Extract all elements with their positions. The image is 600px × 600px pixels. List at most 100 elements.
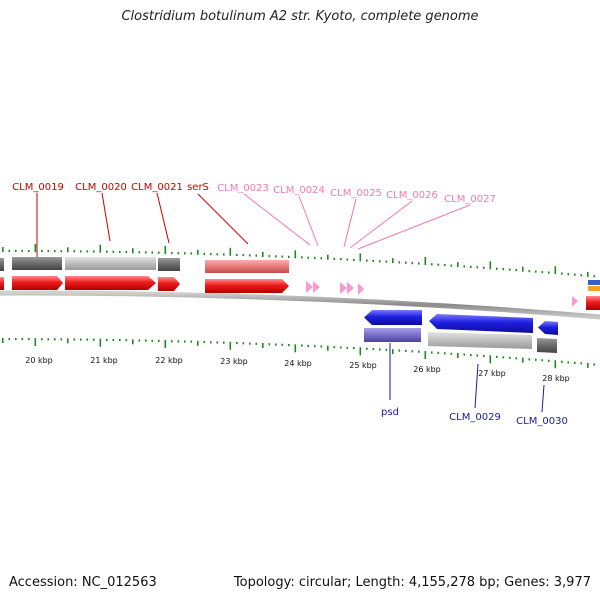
cds-arrow-clm-0019[interactable] xyxy=(12,276,63,290)
trna-arrow-clm-0023[interactable] xyxy=(306,281,313,293)
gene-bar-clm-0018[interactable] xyxy=(0,258,4,271)
trna-arrow-right[interactable] xyxy=(572,296,578,307)
trna-arrow-clm-0024[interactable] xyxy=(313,281,320,293)
gene-label-clm-0021[interactable]: CLM_0021 xyxy=(131,182,183,193)
gene-label-clm-0020[interactable]: CLM_0020 xyxy=(75,182,127,193)
top-tick-mark xyxy=(327,254,329,260)
bottom-tick-mark xyxy=(184,340,186,343)
bottom-tick-mark xyxy=(86,338,89,341)
leader-clm-0024 xyxy=(298,195,319,247)
bottom-tick-mark xyxy=(353,347,355,350)
top-tick-mark xyxy=(437,263,440,266)
trna-arrow-clm-0027[interactable] xyxy=(358,283,364,295)
trna-arrow-clm-0026[interactable] xyxy=(347,282,354,294)
cds-arrow-right-red[interactable] xyxy=(586,296,600,310)
gene-label-clm-0030[interactable]: CLM_0030 xyxy=(516,416,568,427)
bottom-tick-mark xyxy=(275,343,277,346)
gene-bar-clm-0019[interactable] xyxy=(12,257,62,270)
bottom-tick-mark xyxy=(515,357,518,360)
bottom-tick-mark xyxy=(125,339,128,342)
top-tick-mark xyxy=(561,272,563,275)
gene-bar-clm-0030[interactable] xyxy=(537,338,557,353)
top-tick-mark xyxy=(86,250,89,253)
bottom-tick-mark xyxy=(554,360,557,369)
top-tick-mark xyxy=(73,250,76,253)
gene-label-clm-0023[interactable]: CLM_0023 xyxy=(217,183,269,194)
top-tick-mark xyxy=(138,251,141,254)
bottom-tick-mark xyxy=(483,354,485,357)
gene-bar-right-blue[interactable] xyxy=(588,280,600,285)
top-tick-mark xyxy=(554,266,557,275)
top-tick-mark xyxy=(385,260,388,263)
bottom-tick-mark xyxy=(385,348,388,351)
gene-bar-clm-0029[interactable] xyxy=(428,332,532,349)
top-tick-mark xyxy=(424,257,427,265)
cds-arrow-sers[interactable] xyxy=(205,279,289,293)
bottom-tick-mark xyxy=(574,361,576,364)
gene-label-clm-0025[interactable]: CLM_0025 xyxy=(330,188,382,199)
gene-label-clm-0024[interactable]: CLM_0024 xyxy=(273,185,325,196)
gene-label-clm-0019[interactable]: CLM_0019 xyxy=(12,182,64,193)
gene-label-clm-0026[interactable]: CLM_0026 xyxy=(386,190,438,201)
bottom-tick-mark xyxy=(119,339,121,342)
leader-clm-0029 xyxy=(474,363,479,409)
cds-arrow-clm-0018[interactable] xyxy=(0,277,4,290)
bottom-tick-mark xyxy=(80,338,82,341)
top-tick-mark xyxy=(333,257,336,260)
top-tick-mark xyxy=(574,273,576,276)
bottom-tick-mark xyxy=(366,347,368,350)
top-tick-mark xyxy=(541,271,544,274)
gene-bar-right-orange[interactable] xyxy=(588,286,600,291)
top-tick-mark xyxy=(106,250,108,253)
bottom-tick-mark xyxy=(28,338,30,341)
top-tick-mark xyxy=(164,246,167,254)
gene-bar-sers[interactable] xyxy=(205,260,289,273)
top-tick-mark xyxy=(587,271,589,277)
bottom-tick-mark xyxy=(535,358,537,361)
bottom-tick-mark xyxy=(236,342,238,345)
kbp-label-27: 27 kbp xyxy=(478,369,506,378)
top-tick-mark xyxy=(236,253,238,256)
gene-bar-clm-0020[interactable] xyxy=(65,257,156,270)
bottom-tick-mark xyxy=(223,341,225,344)
bottom-tick-mark xyxy=(21,338,24,341)
bottom-tick-track xyxy=(2,338,596,369)
gene-bar-psd[interactable] xyxy=(364,328,421,342)
gene-label-clm-0027[interactable]: CLM_0027 xyxy=(444,194,496,205)
cds-arrow-clm-0021[interactable] xyxy=(158,277,180,291)
gene-label-sers[interactable]: serS xyxy=(187,182,209,193)
top-tick-mark xyxy=(216,253,219,256)
bottom-tick-mark xyxy=(41,338,43,341)
cds-arrow-clm-0030[interactable] xyxy=(538,321,558,335)
cds-arrow-psd[interactable] xyxy=(364,310,422,325)
gene-bar-clm-0021[interactable] xyxy=(158,258,180,271)
bottom-tick-mark xyxy=(476,354,479,357)
top-tick-mark xyxy=(346,258,349,261)
bottom-tick-mark xyxy=(229,341,232,350)
bottom-tick-mark xyxy=(509,356,511,359)
genome-title: Clostridium botulinum A2 str. Kyoto, com… xyxy=(121,9,479,24)
top-tick-mark xyxy=(502,268,505,271)
bottom-tick-mark xyxy=(301,344,303,347)
top-tick-mark xyxy=(528,270,531,273)
bottom-tick-mark xyxy=(411,350,414,353)
kbp-label-26: 26 kbp xyxy=(413,365,441,374)
kbp-label-24: 24 kbp xyxy=(284,359,312,368)
kbp-label-28: 28 kbp xyxy=(542,374,570,383)
top-tick-mark xyxy=(398,261,401,264)
bottom-tick-mark xyxy=(567,361,570,364)
top-tick-mark xyxy=(281,255,284,258)
cds-arrow-clm-0029[interactable] xyxy=(429,314,533,333)
bottom-tick-mark xyxy=(93,338,95,341)
cds-arrow-clm-0020[interactable] xyxy=(65,276,156,290)
leader-clm-0023 xyxy=(243,193,311,246)
bottom-tick-mark xyxy=(242,342,245,345)
bottom-tick-mark xyxy=(197,340,199,346)
top-tick-mark xyxy=(301,256,303,259)
gene-label-psd[interactable]: psd xyxy=(381,407,399,418)
gene-label-clm-0029[interactable]: CLM_0029 xyxy=(449,412,501,423)
trna-arrow-clm-0025[interactable] xyxy=(340,282,347,294)
top-tick-mark xyxy=(320,257,323,260)
top-tick-mark xyxy=(340,258,342,261)
